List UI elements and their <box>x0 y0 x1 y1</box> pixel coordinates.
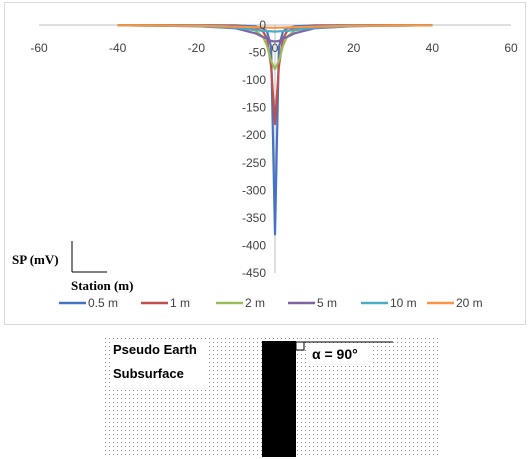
y-tick-label: -200 <box>242 128 266 142</box>
y-tick-label: -100 <box>242 73 266 87</box>
x-tick-label: 20 <box>347 41 361 55</box>
series-line-20m <box>117 24 433 29</box>
legend-label: 2 m <box>245 296 265 310</box>
sp-profile-chart: -60 -40 -20 0 20 40 60 0-50-100-150-200-250-30… <box>12 18 518 310</box>
legend: 0.5 m 1 m 2 m 5 m 10 m 20 m <box>59 296 483 310</box>
x-tick-label: -60 <box>30 41 48 55</box>
legend-label: 20 m <box>456 296 483 310</box>
legend-label: 0.5 m <box>88 296 118 310</box>
chart-frame: -60 -40 -20 0 20 40 60 0 -50 -100 -150 -200 -250 -30… <box>4 2 526 325</box>
y-tick-label: -300 <box>242 183 266 197</box>
series-line-5m <box>117 24 433 43</box>
y-tick-label: -450 <box>242 266 266 280</box>
subsurface-diagram: Pseudo Earth Subsurface α = 90° <box>104 337 438 457</box>
series-layer <box>117 24 433 236</box>
x-tick-label: 0 <box>272 41 279 55</box>
y-tick-label: -150 <box>242 101 266 115</box>
y-axis-label: SP (mV) <box>12 252 59 267</box>
y-tick-label: -250 <box>242 156 266 170</box>
dip-angle-label: α = 90° <box>312 346 358 362</box>
right-angle-marker <box>295 341 305 351</box>
x-tick-labels: -60 -40 -20 0 20 40 60 <box>30 41 518 55</box>
legend-label: 5 m <box>317 296 337 310</box>
x-axis-label: Station (m) <box>71 278 133 293</box>
y-tick-label: -400 <box>242 238 266 252</box>
polarized-sheet <box>262 341 296 457</box>
y-tick-label: -350 <box>242 211 266 225</box>
subsurface-label-line1: Pseudo Earth <box>113 342 197 357</box>
y-tick-labels: 0 -50 -100 -150 -200 -250 -300 -350 -400 -450 <box>242 18 266 280</box>
axis-key: SP (mV) Station (m) <box>12 241 133 293</box>
label-backdrop <box>110 339 206 387</box>
angle-label-backdrop <box>306 344 370 364</box>
x-tick-label: 40 <box>426 41 440 55</box>
x-tick-label: 60 <box>504 41 518 55</box>
axis-lines <box>39 24 511 273</box>
legend-label: 10 m <box>390 296 417 310</box>
subsurface-label-line2: Subsurface <box>113 366 184 381</box>
y-tick-label: 0 <box>259 18 266 32</box>
y-tick-label: -50 <box>249 46 267 60</box>
legend-label: 1 m <box>170 296 190 310</box>
series-line-10m <box>117 24 433 33</box>
x-tick-label: -20 <box>188 41 206 55</box>
x-tick-label: -40 <box>109 41 127 55</box>
